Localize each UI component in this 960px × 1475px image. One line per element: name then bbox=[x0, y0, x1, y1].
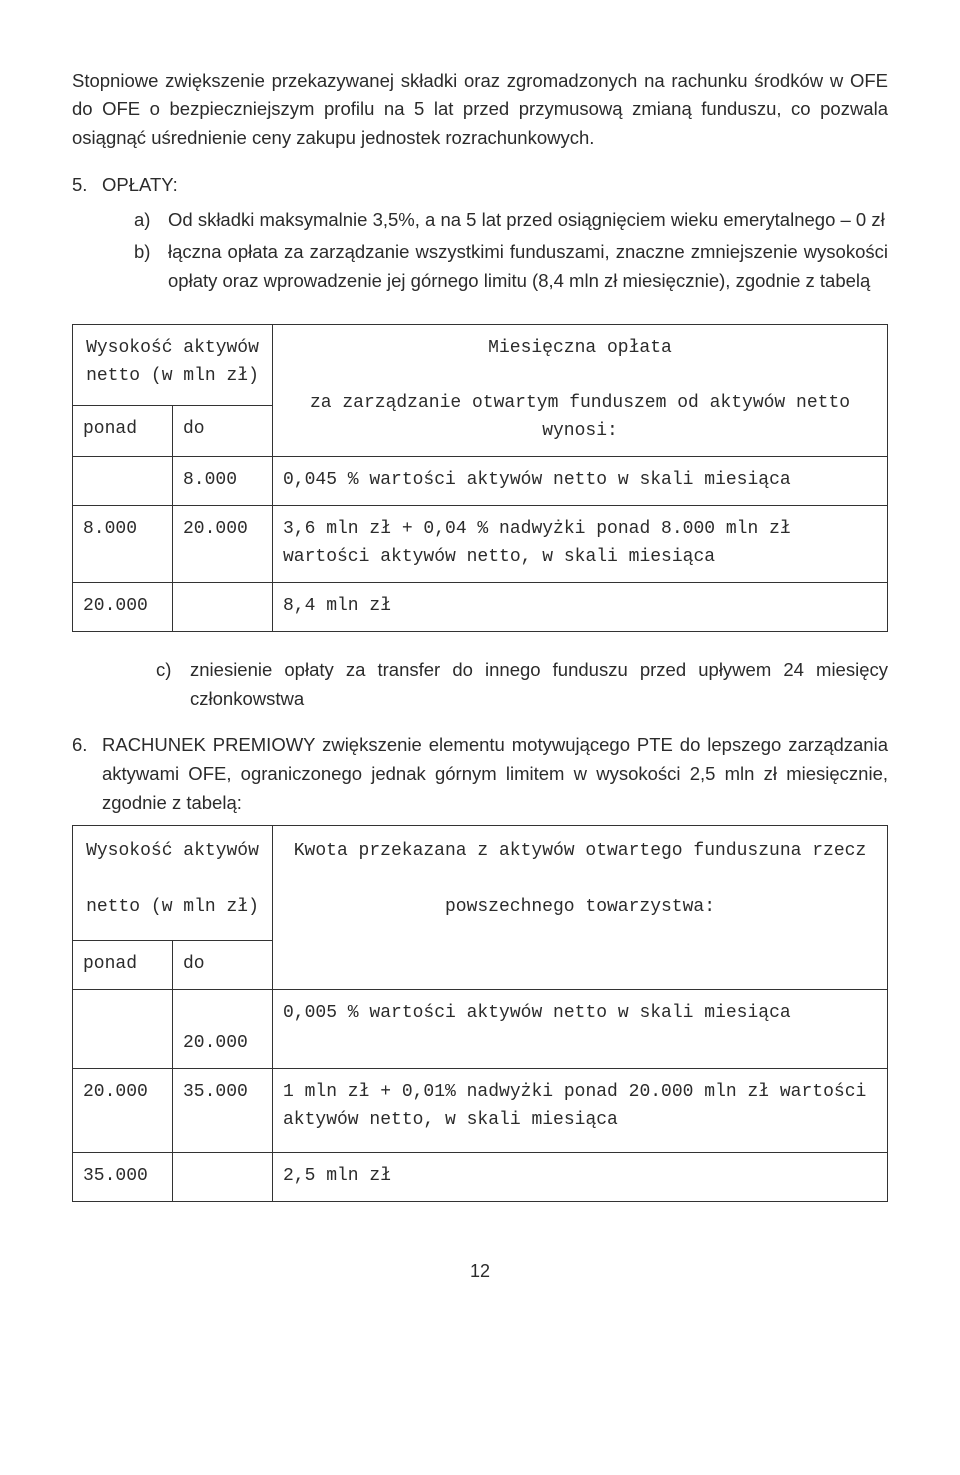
t2-sub-do: do bbox=[173, 940, 273, 989]
t2-sub-ponad: ponad bbox=[73, 940, 173, 989]
section-6-text: RACHUNEK PREMIOWY zwiększenie elementu m… bbox=[102, 731, 888, 817]
t1-r2-b bbox=[173, 582, 273, 631]
t1-r1-b: 20.000 bbox=[173, 506, 273, 583]
table-row: 35.000 2,5 mln zł bbox=[73, 1153, 888, 1202]
t1-r1-c: 3,6 mln zł + 0,04 % nadwyżki ponad 8.000… bbox=[273, 506, 888, 583]
t1-sub-ponad: ponad bbox=[73, 405, 173, 457]
t1-r1-a: 8.000 bbox=[73, 506, 173, 583]
item-5a-text: Od składki maksymalnie 3,5%, a na 5 lat … bbox=[168, 206, 888, 235]
t1-r2-a: 20.000 bbox=[73, 582, 173, 631]
page-number: 12 bbox=[72, 1258, 888, 1286]
t2-r0-c: 0,005 % wartości aktywów netto w skali m… bbox=[273, 989, 888, 1068]
table-row: 20.000 0,005 % wartości aktywów netto w … bbox=[73, 989, 888, 1068]
table-row: 20.000 35.000 1 mln zł + 0,01% nadwyżki … bbox=[73, 1068, 888, 1153]
t1-r2-c: 8,4 mln zł bbox=[273, 582, 888, 631]
table-row: 8.000 0,045 % wartości aktywów netto w s… bbox=[73, 457, 888, 506]
t1-r0-c: 0,045 % wartości aktywów netto w skali m… bbox=[273, 457, 888, 506]
item-5b: b) łączna opłata za zarządzanie wszystki… bbox=[102, 238, 888, 295]
section-5-title: OPŁATY: bbox=[102, 174, 178, 195]
t2-r1-b: 35.000 bbox=[173, 1068, 273, 1153]
t2-header-left: Wysokość aktywów netto (w mln zł) bbox=[73, 826, 273, 941]
t2-r1-a: 20.000 bbox=[73, 1068, 173, 1153]
t2-hdr-left-2: netto (w mln zł) bbox=[86, 897, 259, 917]
item-5a: a) Od składki maksymalnie 3,5%, a na 5 l… bbox=[102, 206, 888, 235]
t2-r1-c: 1 mln zł + 0,01% nadwyżki ponad 20.000 m… bbox=[273, 1068, 888, 1153]
fee-table-1: Wysokość aktywów netto (w mln zł) Miesię… bbox=[72, 324, 888, 632]
t1-hdr-right-2: za zarządzanie otwartym funduszem od akt… bbox=[310, 393, 850, 441]
table-row: 20.000 8,4 mln zł bbox=[73, 582, 888, 631]
t2-r0-b: 20.000 bbox=[173, 989, 273, 1068]
t2-r2-c: 2,5 mln zł bbox=[273, 1153, 888, 1202]
t2-hdr-left-1: Wysokość aktywów bbox=[86, 841, 259, 861]
item-5a-marker: a) bbox=[134, 206, 168, 235]
item-5b-text: łączna opłata za zarządzanie wszystkimi … bbox=[168, 238, 888, 295]
t2-r2-b bbox=[173, 1153, 273, 1202]
t1-hdr-left-2: netto (w mln zł) bbox=[86, 366, 259, 386]
t1-header-right: Miesięczna opłata za zarządzanie otwarty… bbox=[273, 324, 888, 457]
intro-paragraph: Stopniowe zwiększenie przekazywanej skła… bbox=[72, 67, 888, 153]
t2-r2-a: 35.000 bbox=[73, 1153, 173, 1202]
t2-hdr-right-2: powszechnego towarzystwa: bbox=[445, 897, 715, 917]
item-5c: c) zniesienie opłaty za transfer do inne… bbox=[124, 656, 888, 713]
section-6: 6. RACHUNEK PREMIOWY zwiększenie element… bbox=[72, 731, 888, 817]
section-5: 5. OPŁATY: a) Od składki maksymalnie 3,5… bbox=[72, 171, 888, 296]
t1-hdr-left-1: Wysokość aktywów bbox=[86, 338, 259, 358]
t1-sub-do: do bbox=[173, 405, 273, 457]
t2-header-right: Kwota przekazana z aktywów otwartego fun… bbox=[273, 826, 888, 990]
t1-r0-b: 8.000 bbox=[173, 457, 273, 506]
table-row: 8.000 20.000 3,6 mln zł + 0,04 % nadwyżk… bbox=[73, 506, 888, 583]
t1-r0-a bbox=[73, 457, 173, 506]
item-5b-marker: b) bbox=[134, 238, 168, 295]
item-5c-text: zniesienie opłaty za transfer do innego … bbox=[190, 656, 888, 713]
t2-r0-a bbox=[73, 989, 173, 1068]
fee-table-2: Wysokość aktywów netto (w mln zł) Kwota … bbox=[72, 825, 888, 1202]
item-5c-marker: c) bbox=[156, 656, 190, 713]
t1-header-left: Wysokość aktywów netto (w mln zł) bbox=[73, 324, 273, 405]
section-6-number: 6. bbox=[72, 731, 102, 817]
t2-hdr-right-1: Kwota przekazana z aktywów otwartego fun… bbox=[294, 841, 867, 861]
section-5-number: 5. bbox=[72, 171, 102, 296]
t1-hdr-right-1: Miesięczna opłata bbox=[488, 338, 672, 358]
